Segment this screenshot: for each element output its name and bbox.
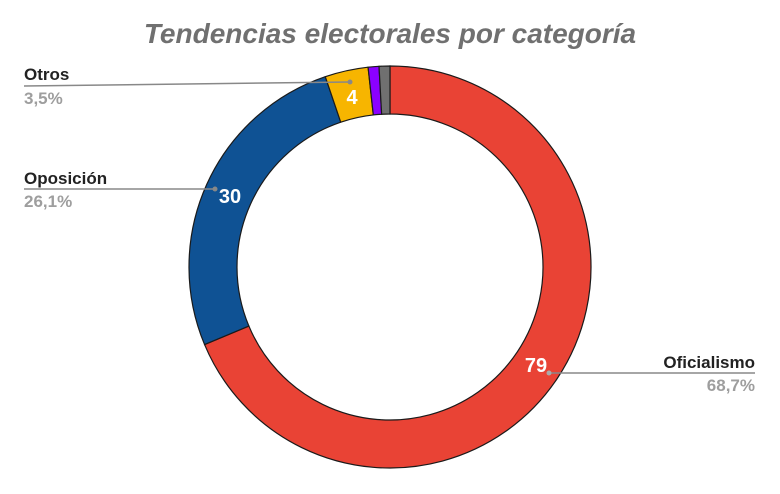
callout-otros-name: Otros — [24, 65, 70, 84]
leader-dot-oposicion — [212, 186, 218, 192]
callout-oposicion-name: Oposición — [24, 169, 108, 188]
callout-oficialismo-pct: 68,7% — [706, 376, 755, 395]
callout-oposicion-pct: 26,1% — [24, 192, 73, 211]
leader-dot-otros — [347, 79, 353, 85]
donut-slices — [188, 65, 592, 469]
slice-value-otros: 4 — [346, 87, 358, 109]
slice-value-oficialismo: 79 — [525, 355, 547, 377]
callout-otros-pct: 3,5% — [24, 89, 63, 108]
slice-value-oposicion: 30 — [219, 186, 241, 208]
chart-title: Tendencias electorales por categoría — [143, 18, 637, 49]
donut-slice-oposici-n — [188, 75, 342, 346]
leader-dot-oficialismo — [546, 370, 552, 376]
donut-slice-oficialismo — [203, 65, 592, 469]
donut-slice-gray-unlabeled- — [378, 65, 391, 115]
callout-oficialismo-name: Oficialismo — [663, 353, 755, 372]
leader-line-otros — [23, 81, 351, 87]
